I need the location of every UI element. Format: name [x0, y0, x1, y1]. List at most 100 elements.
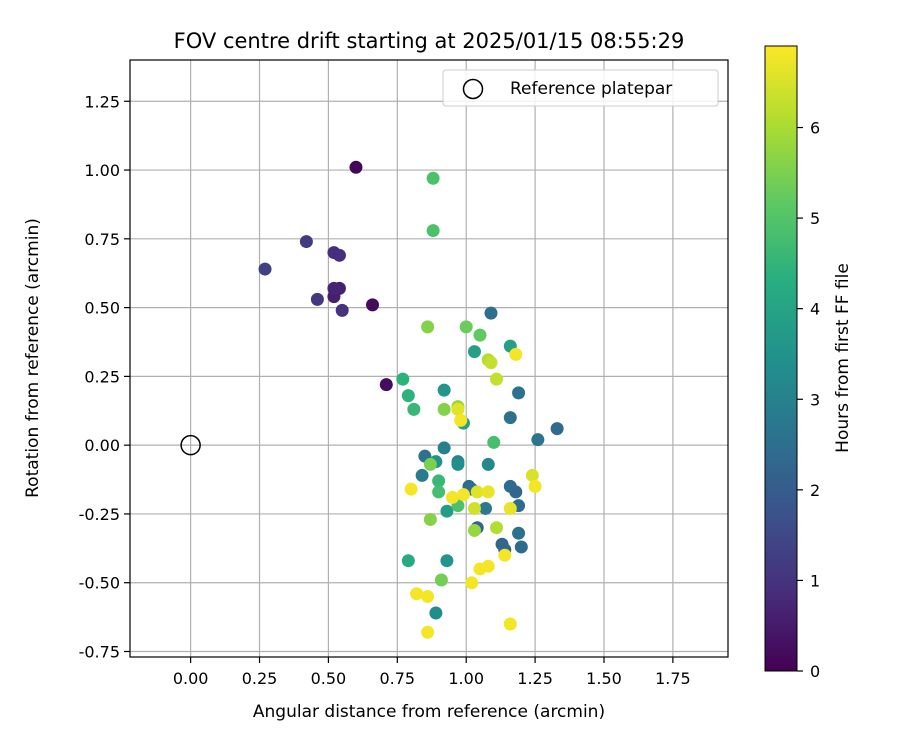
scatter-point	[440, 554, 454, 568]
colorbar-ticks: 0 1 2 3 4 5 6	[797, 119, 820, 681]
scatter-point	[366, 298, 380, 312]
scatter-point	[423, 512, 437, 526]
x-tick-label: 0.25	[242, 669, 278, 688]
scatter-point	[421, 320, 435, 334]
scatter-point	[396, 372, 410, 386]
scatter-point	[440, 504, 454, 518]
scatter-point	[421, 625, 435, 639]
x-tick-label: 1.25	[517, 669, 553, 688]
grid-lines	[130, 60, 728, 657]
scatter-point	[437, 402, 451, 416]
scatter-point	[434, 573, 448, 587]
y-tick-label: 0.50	[84, 299, 120, 318]
scatter-point	[299, 235, 313, 249]
scatter-point	[421, 589, 435, 603]
y-tick-label: -0.25	[79, 505, 120, 524]
scatter-point	[503, 411, 517, 425]
scatter-point	[498, 548, 512, 562]
y-axis-label: Rotation from reference (arcmin)	[23, 218, 43, 498]
scatter-point	[514, 540, 528, 554]
x-tick-label: 1.75	[655, 669, 691, 688]
x-axis-ticks: 0.00 0.25 0.50 0.75 1.00 1.25 1.50 1.75	[173, 657, 691, 688]
scatter-point	[525, 468, 539, 482]
colorbar-label: Hours from first FF file	[833, 263, 853, 453]
scatter-point	[465, 576, 479, 590]
legend: Reference platepar	[442, 69, 719, 107]
y-tick-label: -0.50	[79, 574, 120, 593]
scatter-point	[423, 457, 437, 471]
x-tick-label: 1.50	[586, 669, 622, 688]
scatter-point	[437, 441, 451, 455]
colorbar-tick-label: 2	[810, 481, 820, 500]
x-tick-label: 0.75	[379, 669, 415, 688]
scatter-point	[432, 485, 446, 499]
scatter-point	[490, 521, 504, 535]
scatter-point	[481, 485, 495, 499]
scatter-point	[410, 587, 424, 601]
scatter-point	[467, 523, 481, 537]
x-axis-label: Angular distance from reference (arcmin)	[253, 702, 605, 722]
scatter-point	[509, 347, 523, 361]
scatter-point	[429, 606, 443, 620]
scatter-point	[484, 356, 498, 370]
scatter-point	[454, 413, 468, 427]
scatter-point	[490, 372, 504, 386]
scatter-point	[481, 457, 495, 471]
scatter-point	[432, 474, 446, 488]
scatter-point	[528, 479, 542, 493]
y-tick-label: 0.25	[84, 367, 120, 386]
scatter-point	[379, 378, 393, 392]
scatter-point	[258, 262, 272, 276]
scatter-point	[426, 224, 440, 238]
colorbar-gradient	[764, 45, 798, 672]
reference-platepar-marker	[180, 434, 201, 456]
scatter-point	[407, 402, 421, 416]
scatter-point	[426, 171, 440, 185]
plot-frame	[129, 59, 729, 658]
scatter-point	[451, 402, 465, 416]
scatter-point	[470, 485, 484, 499]
colorbar-tick-label: 6	[810, 119, 820, 138]
scatter-point	[478, 501, 492, 515]
scatter-point	[503, 617, 517, 631]
y-tick-label: 0.00	[84, 436, 120, 455]
scatter-point	[473, 328, 487, 342]
scatter-point	[550, 422, 564, 436]
scatter-point	[335, 303, 349, 317]
colorbar-tick-label: 3	[810, 390, 820, 409]
colorbar-tick-label: 5	[810, 209, 820, 228]
legend-marker-icon	[462, 78, 484, 100]
y-axis-ticks: -0.75 -0.50 -0.25 0.00 0.25 0.50 0.75 1.00 1.25	[79, 92, 130, 661]
scatter-point	[467, 345, 481, 359]
data-points	[258, 160, 564, 639]
chart-title: FOV centre drift starting at 2025/01/15 …	[174, 29, 685, 53]
colorbar-tick-label: 4	[810, 300, 820, 319]
scatter-point	[310, 292, 324, 306]
colorbar-tick-label: 0	[810, 662, 820, 681]
scatter-point	[401, 389, 415, 403]
scatter-point	[531, 433, 545, 447]
scatter-point	[487, 435, 501, 449]
scatter-point	[327, 281, 341, 295]
scatter-point	[481, 559, 495, 573]
y-tick-label: 1.00	[84, 161, 120, 180]
scatter-point	[437, 383, 451, 397]
scatter-point	[332, 248, 346, 262]
scatter-point	[512, 526, 526, 540]
scatter-point	[503, 501, 517, 515]
scatter-point	[349, 160, 363, 174]
x-tick-label: 1.00	[448, 669, 484, 688]
colorbar-tick-label: 1	[810, 571, 820, 590]
scatter-point	[512, 386, 526, 400]
scatter-point	[509, 485, 523, 499]
scatter-point	[467, 501, 481, 515]
x-tick-label: 0.50	[311, 669, 347, 688]
scatter-point	[415, 468, 429, 482]
x-tick-label: 0.00	[173, 669, 209, 688]
scatter-point	[401, 554, 415, 568]
scatter-point	[404, 482, 418, 496]
scatter-point	[459, 320, 473, 334]
y-tick-label: -0.75	[79, 642, 120, 661]
scatter-point	[445, 490, 459, 504]
